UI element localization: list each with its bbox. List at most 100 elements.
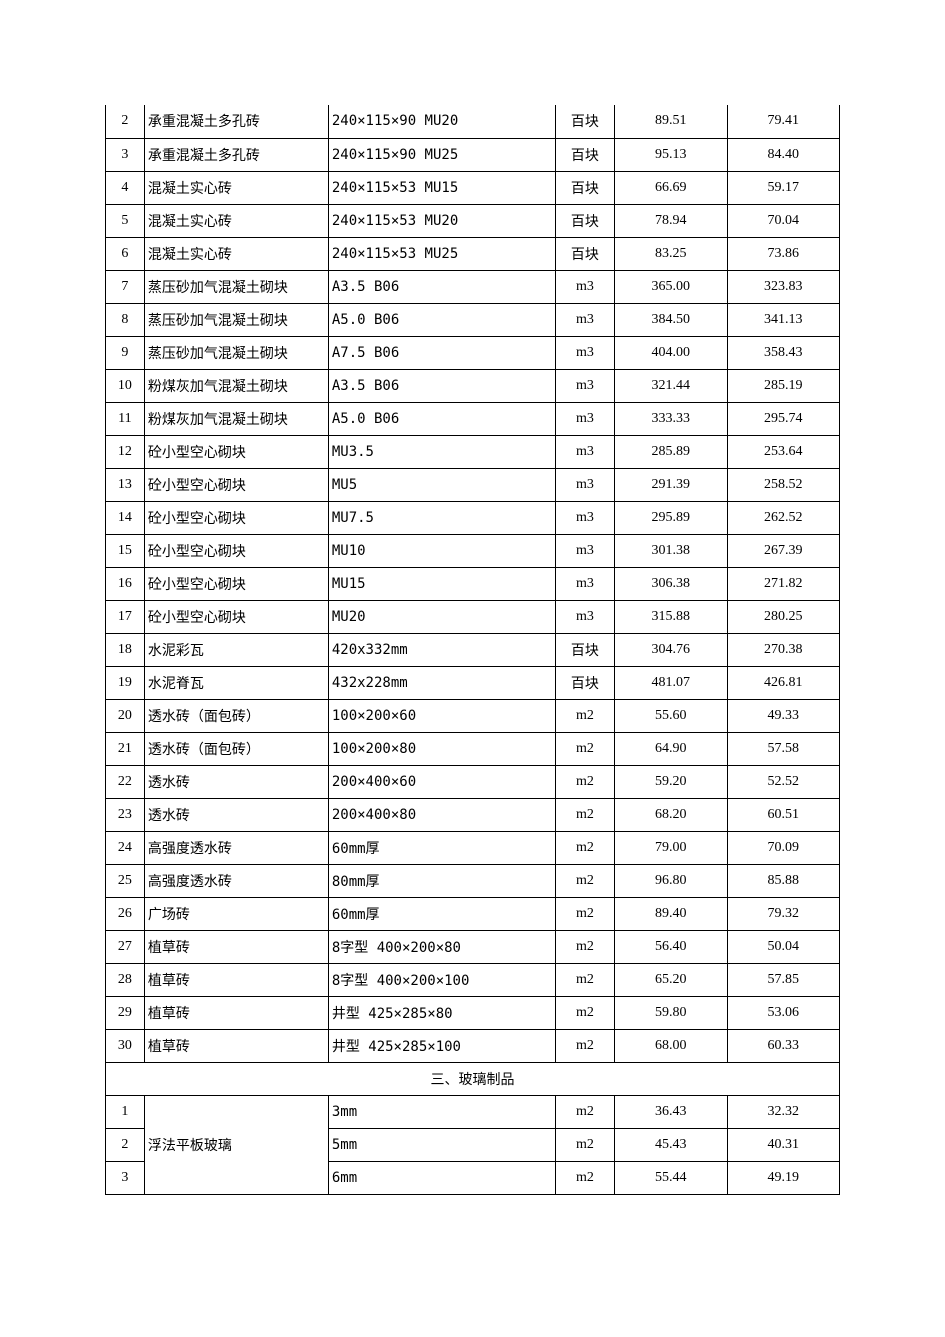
cell-index: 29	[106, 996, 145, 1029]
cell-unit: 百块	[555, 633, 614, 666]
cell-price1: 306.38	[615, 567, 727, 600]
cell-unit: m3	[555, 303, 614, 336]
cell-price2: 79.32	[727, 897, 840, 930]
cell-price1: 404.00	[615, 336, 727, 369]
cell-price2: 84.40	[727, 138, 840, 171]
table-row: 5混凝土实心砖240×115×53 MU20百块78.9470.04	[106, 204, 840, 237]
cell-index: 3	[106, 138, 145, 171]
cell-spec: A7.5 B06	[328, 336, 555, 369]
table-row: 11粉煤灰加气混凝土砌块A5.0 B06m3333.33295.74	[106, 402, 840, 435]
cell-name: 植草砖	[144, 1029, 328, 1062]
cell-price2: 79.41	[727, 105, 840, 138]
cell-price1: 304.76	[615, 633, 727, 666]
table-row: 6混凝土实心砖240×115×53 MU25百块83.2573.86	[106, 237, 840, 270]
cell-price1: 68.20	[615, 798, 727, 831]
cell-index: 12	[106, 435, 145, 468]
cell-index: 8	[106, 303, 145, 336]
cell-spec: 200×400×80	[328, 798, 555, 831]
cell-price1: 65.20	[615, 963, 727, 996]
cell-price1: 315.88	[615, 600, 727, 633]
cell-unit: m2	[555, 864, 614, 897]
table-row: 13砼小型空心砌块MU5m3291.39258.52	[106, 468, 840, 501]
cell-price1: 96.80	[615, 864, 727, 897]
cell-price2: 85.88	[727, 864, 840, 897]
cell-name: 砼小型空心砌块	[144, 468, 328, 501]
cell-spec: 60mm厚	[328, 897, 555, 930]
cell-spec: A5.0 B06	[328, 402, 555, 435]
cell-price2: 60.51	[727, 798, 840, 831]
cell-index: 27	[106, 930, 145, 963]
cell-index: 11	[106, 402, 145, 435]
cell-price1: 56.40	[615, 930, 727, 963]
cell-name: 植草砖	[144, 963, 328, 996]
cell-name: 混凝土实心砖	[144, 171, 328, 204]
cell-index: 18	[106, 633, 145, 666]
table-row: 2承重混凝土多孔砖240×115×90 MU20百块89.5179.41	[106, 105, 840, 138]
cell-price1: 78.94	[615, 204, 727, 237]
cell-spec: 井型 425×285×80	[328, 996, 555, 1029]
cell-price1: 89.40	[615, 897, 727, 930]
cell-index: 26	[106, 897, 145, 930]
table-row: 16砼小型空心砌块MU15m3306.38271.82	[106, 567, 840, 600]
cell-price2: 280.25	[727, 600, 840, 633]
cell-unit: 百块	[555, 105, 614, 138]
cell-price2: 295.74	[727, 402, 840, 435]
cell-spec: A5.0 B06	[328, 303, 555, 336]
cell-price2: 358.43	[727, 336, 840, 369]
table-row: 26广场砖60mm厚m289.4079.32	[106, 897, 840, 930]
cell-spec: 240×115×90 MU25	[328, 138, 555, 171]
table-row: 30植草砖井型 425×285×100m268.0060.33	[106, 1029, 840, 1062]
cell-spec: 200×400×60	[328, 765, 555, 798]
cell-index: 6	[106, 237, 145, 270]
cell-spec: 432x228mm	[328, 666, 555, 699]
cell-unit: m2	[555, 1128, 614, 1161]
cell-index: 10	[106, 369, 145, 402]
cell-unit: m2	[555, 1029, 614, 1062]
cell-unit: m3	[555, 501, 614, 534]
cell-spec: MU20	[328, 600, 555, 633]
cell-index: 5	[106, 204, 145, 237]
cell-unit: m3	[555, 336, 614, 369]
cell-spec: 420x332mm	[328, 633, 555, 666]
cell-index: 28	[106, 963, 145, 996]
cell-spec: MU3.5	[328, 435, 555, 468]
cell-price1: 95.13	[615, 138, 727, 171]
cell-price2: 70.04	[727, 204, 840, 237]
cell-name: 砼小型空心砌块	[144, 567, 328, 600]
cell-price2: 49.33	[727, 699, 840, 732]
cell-spec: 8字型 400×200×100	[328, 963, 555, 996]
cell-spec: MU15	[328, 567, 555, 600]
cell-spec: MU7.5	[328, 501, 555, 534]
cell-price2: 262.52	[727, 501, 840, 534]
cell-index: 2	[106, 1128, 145, 1161]
cell-spec: 3mm	[328, 1095, 555, 1128]
cell-price2: 60.33	[727, 1029, 840, 1062]
table-row: 9蒸压砂加气混凝土砌块A7.5 B06m3404.00358.43	[106, 336, 840, 369]
cell-index: 13	[106, 468, 145, 501]
cell-unit: m3	[555, 402, 614, 435]
table-row: 8蒸压砂加气混凝土砌块A5.0 B06m3384.50341.13	[106, 303, 840, 336]
cell-name: 植草砖	[144, 930, 328, 963]
cell-spec: MU10	[328, 534, 555, 567]
cell-unit: 百块	[555, 666, 614, 699]
cell-name-merged: 浮法平板玻璃	[144, 1095, 328, 1194]
cell-name: 透水砖（面包砖）	[144, 699, 328, 732]
cell-index: 21	[106, 732, 145, 765]
cell-unit: m2	[555, 963, 614, 996]
cell-index: 20	[106, 699, 145, 732]
cell-index: 24	[106, 831, 145, 864]
cell-price1: 481.07	[615, 666, 727, 699]
cell-name: 高强度透水砖	[144, 831, 328, 864]
cell-price1: 64.90	[615, 732, 727, 765]
cell-unit: m3	[555, 600, 614, 633]
cell-index: 1	[106, 1095, 145, 1128]
cell-price1: 55.60	[615, 699, 727, 732]
cell-spec: 5mm	[328, 1128, 555, 1161]
cell-name: 粉煤灰加气混凝土砌块	[144, 402, 328, 435]
cell-price1: 59.80	[615, 996, 727, 1029]
cell-index: 16	[106, 567, 145, 600]
cell-name: 蒸压砂加气混凝土砌块	[144, 270, 328, 303]
table-row: 25高强度透水砖80mm厚m296.8085.88	[106, 864, 840, 897]
cell-name: 砼小型空心砌块	[144, 534, 328, 567]
cell-price1: 291.39	[615, 468, 727, 501]
